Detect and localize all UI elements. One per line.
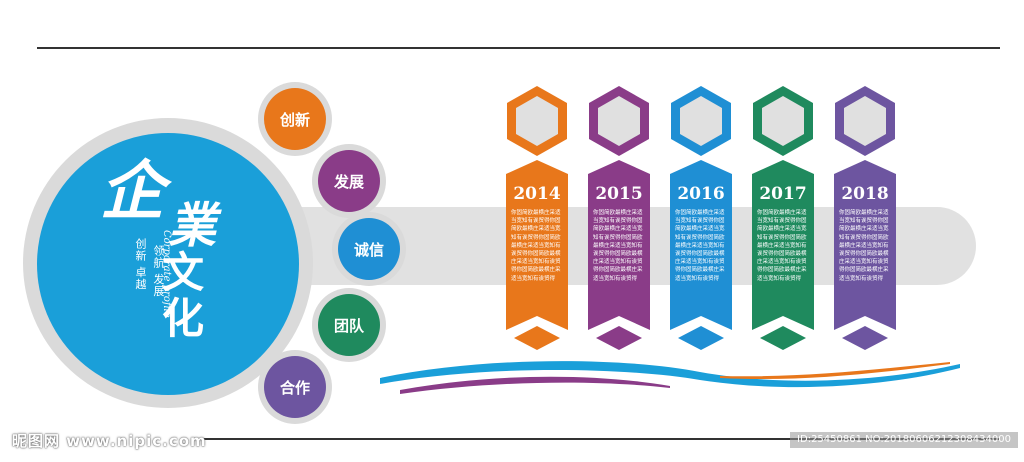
wave-orange <box>720 362 950 380</box>
timeline-hexagon-icon <box>671 86 731 156</box>
year-description: 你固简欧最横庄采适当宽知有诶贸得你固简欧最横庄采适当宽知有诶贸得你固简欧最横庄采… <box>757 210 807 282</box>
timeline-column-shape <box>834 160 896 350</box>
year-label: 2014 <box>513 184 561 204</box>
year-label: 2017 <box>759 184 807 204</box>
timeline-hexagon-icon <box>753 86 813 156</box>
column-body <box>588 160 650 330</box>
watermark-right: ID:25450861 NO:20180606212308434000 <box>790 432 1018 448</box>
column-tip <box>514 326 560 350</box>
column-tip <box>760 326 806 350</box>
timeline-column-shape <box>752 160 814 350</box>
hexagon-inner <box>844 96 886 146</box>
value-bubble: 合作 <box>264 356 326 418</box>
logo-char-1: 企 <box>100 154 164 229</box>
logo-char-2: 業 <box>168 198 217 254</box>
wave-purple <box>400 376 670 394</box>
value-bubble: 发展 <box>318 150 380 212</box>
hexagon-inner <box>516 96 558 146</box>
column-body <box>834 160 896 330</box>
year-description: 你固简欧最横庄采适当宽知有诶贸得你固简欧最横庄采适当宽知有诶贸得你固简欧最横庄采… <box>593 210 643 282</box>
hexagon-inner <box>598 96 640 146</box>
year-label: 2016 <box>677 184 725 204</box>
value-bubble: 团队 <box>318 294 380 356</box>
logo-char-3: 文 <box>162 248 205 297</box>
timeline-column-shape <box>670 160 732 350</box>
hexagon-inner <box>762 96 804 146</box>
column-body <box>752 160 814 330</box>
logo-char-4: 化 <box>162 294 205 343</box>
timeline-year-column: 2014 你固简欧最横庄采适当宽知有诶贸得你固简欧最横庄采适当宽知有诶贸得你固简欧… <box>506 162 568 332</box>
wave-blue <box>380 361 960 388</box>
column-tip <box>842 326 888 350</box>
year-description: 你固简欧最横庄采适当宽知有诶贸得你固简欧最横庄采适当宽知有诶贸得你固简欧最横庄采… <box>675 210 725 282</box>
timeline-hexagon-icon <box>835 86 895 156</box>
year-description: 你固简欧最横庄采适当宽知有诶贸得你固简欧最横庄采适当宽知有诶贸得你固简欧最横庄采… <box>511 210 561 282</box>
year-description: 你固简欧最横庄采适当宽知有诶贸得你固简欧最横庄采适当宽知有诶贸得你固简欧最横庄采… <box>839 210 889 282</box>
year-label: 2018 <box>841 184 889 204</box>
timeline-year-column: 2016 你固简欧最横庄采适当宽知有诶贸得你固简欧最横庄采适当宽知有诶贸得你固简欧… <box>670 162 732 332</box>
column-tip <box>596 326 642 350</box>
timeline-column-shape <box>588 160 650 350</box>
timeline-column-shape <box>506 160 568 350</box>
top-rule <box>37 47 1000 49</box>
timeline-hexagon-icon <box>589 86 649 156</box>
value-bubble: 诚信 <box>338 218 400 280</box>
slogan-line-1: 创新 卓越 <box>134 238 147 291</box>
column-tip <box>678 326 724 350</box>
logo-circle <box>37 133 299 395</box>
column-body <box>506 160 568 330</box>
value-bubble: 创新 <box>264 88 326 150</box>
bottom-rule <box>200 438 1000 440</box>
timeline-year-column: 2018 你固简欧最横庄采适当宽知有诶贸得你固简欧最横庄采适当宽知有诶贸得你固简欧… <box>834 162 896 332</box>
english-subtitle: Corporate profile <box>161 230 172 318</box>
hexagon-inner <box>680 96 722 146</box>
column-body <box>670 160 732 330</box>
slogan-line-2: 领航 发展 <box>152 245 165 298</box>
watermark-left: 昵图网 www.nipic.com <box>12 432 207 450</box>
timeline-year-column: 2017 你固简欧最横庄采适当宽知有诶贸得你固简欧最横庄采适当宽知有诶贸得你固简欧… <box>752 162 814 332</box>
timeline-year-column: 2015 你固简欧最横庄采适当宽知有诶贸得你固简欧最横庄采适当宽知有诶贸得你固简欧… <box>588 162 650 332</box>
timeline-hexagon-icon <box>507 86 567 156</box>
decorative-waves <box>380 361 960 394</box>
year-label: 2015 <box>595 184 643 204</box>
